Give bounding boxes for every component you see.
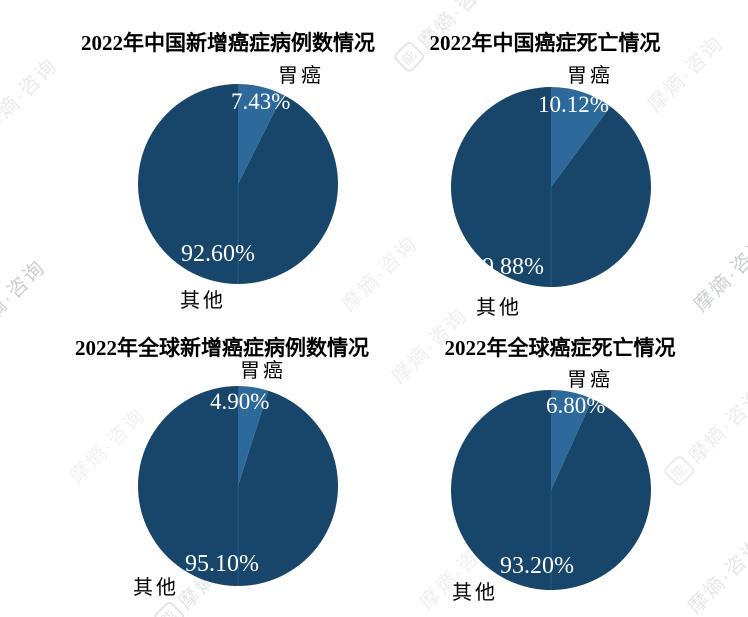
other-label: 其他 [133,577,179,599]
other-value-label: 89.88% [470,254,544,280]
gastric-cancer-label: 胃癌 [240,360,286,382]
brand-watermark-text: 摩熵·咨询 [0,54,63,139]
chart-title: 2022年中国新增癌症病例数情况 [81,31,375,56]
brand-watermark-text: 摩熵·咨询 [0,256,51,341]
brand-watermark-text: 摩熵·咨询 [338,232,423,317]
brand-watermark: 摩熵·咨询 [0,252,51,341]
chart-title: 2022年全球癌症死亡情况 [444,336,676,361]
brand-watermark-text: 摩熵·咨询 [684,534,748,617]
other-label: 其他 [476,297,522,319]
brand-watermark: 摩熵·咨询 [334,228,423,317]
gastric-value-callout: 4.90% [210,389,270,414]
brand-watermark: 摩熵·咨询 [680,530,748,617]
gastric-cancer-label: 胃癌 [567,65,613,87]
other-value-label: 95.10% [185,551,259,577]
brand-logo-icon: 能 [151,599,186,617]
pie-svg [138,386,339,586]
brand-watermark-text: 摩熵·咨询 [684,384,748,468]
chart-title: 2022年中国癌症死亡情况 [429,31,661,56]
brand-logo-icon: 能 [661,453,696,488]
other-label: 其他 [452,582,498,604]
brand-watermark: 摩熵·咨询 [0,50,63,139]
chart-title: 2022年全球新增癌症病例数情况 [75,336,369,361]
other-value-label: 93.20% [500,553,574,579]
other-label: 其他 [180,290,226,312]
pie-svg [138,84,339,284]
gastric-cancer-label: 胃癌 [278,65,324,87]
brand-watermark: 能摩熵·咨询 [660,380,748,489]
other-value-label: 92.60% [181,241,255,267]
gastric-cancer-label: 胃癌 [567,369,613,391]
brand-watermark-text: 摩熵·咨询 [690,232,748,317]
gastric-value-callout: 10.12% [538,92,609,117]
brand-watermark: 摩熵·咨询 [686,228,748,317]
pie-svg [451,390,652,590]
gastric-value-callout: 7.43% [231,89,291,114]
gastric-value-callout: 6.80% [546,393,606,418]
pie-svg [451,87,652,287]
